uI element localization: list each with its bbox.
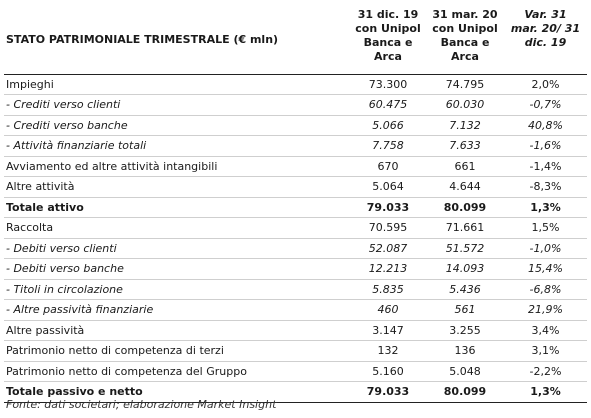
row-label: - Crediti verso banche [4, 115, 350, 136]
row-label: Altre passività [4, 320, 350, 341]
value-variation: 21,9% [504, 299, 587, 321]
value-dec19: 52.087 [350, 238, 426, 259]
table-row: - Attività finanziarie totali 7.758 7.633-… [4, 135, 587, 157]
value-mar20: 14.093 [426, 258, 504, 280]
value-variation: -6,8% [504, 279, 587, 300]
value-variation: 15,4% [504, 258, 587, 280]
table-row: - Crediti verso clienti 60.475 60.030 -0,7% [4, 94, 587, 116]
value-mar20: 3.255 [426, 320, 504, 341]
row-label: - Altre passività finanziarie [4, 299, 350, 321]
row-label: - Titoli in circolazione [4, 279, 350, 300]
value-mar20: 60.030 [426, 94, 504, 116]
value-variation: -1,6% [504, 135, 587, 157]
value-dec19: 5.066 [350, 115, 426, 136]
header-line: Var. 31 [524, 8, 567, 21]
value-mar20: 5.436 [426, 279, 504, 300]
value-mar20: 561 [426, 299, 504, 321]
value-variation: -1,4% [504, 156, 587, 177]
value-mar20: 71.661 [426, 217, 504, 239]
value-dec19: 5.064 [350, 176, 426, 198]
header-line: Banca e [363, 36, 413, 49]
value-mar20: 136 [426, 340, 504, 362]
value-dec19: 460 [350, 299, 426, 321]
value-dec19: 3.147 [350, 320, 426, 341]
source-note: Fonte: dati societari; elaborazione Mark… [6, 398, 277, 411]
header-line: Banca e [440, 36, 490, 49]
header-line: 31 mar. 20 [432, 8, 498, 21]
row-label: - Debiti verso banche [4, 258, 350, 280]
balance-sheet-container: STATO PATRIMONIALE TRIMESTRALE (€ mln) 3… [4, 4, 587, 403]
table-row: - Altre passività finanziarie 460 561 21,9% [4, 299, 587, 321]
value-variation: -1,0% [504, 238, 587, 259]
row-label: - Debiti verso clienti [4, 238, 350, 259]
value-mar20: 7.633 [426, 135, 504, 157]
column-header-variation: Var. 31 mar. 20/ 31 dic. 19 [504, 4, 587, 74]
value-variation: 40,8% [504, 115, 587, 136]
header-line: Arca [451, 50, 479, 63]
table-header-row: STATO PATRIMONIALE TRIMESTRALE (€ mln) 3… [4, 4, 587, 74]
value-dec19: 60.475 [350, 94, 426, 116]
table-row: - Crediti verso banche 5.066 7.132 40,8% [4, 115, 587, 136]
value-dec19: 70.595 [350, 217, 426, 239]
value-variation: -2,2% [504, 361, 587, 382]
value-mar20: 51.572 [426, 238, 504, 259]
column-header-dec19: 31 dic. 19 con Unipol Banca e Arca [350, 4, 426, 74]
value-variation: 1,5% [504, 217, 587, 239]
row-label: Avviamento ed altre attività intangibili [4, 156, 350, 177]
value-variation: 3,1% [504, 340, 587, 362]
header-line: con Unipol [355, 22, 421, 35]
balance-sheet-table: STATO PATRIMONIALE TRIMESTRALE (€ mln) 3… [4, 4, 587, 403]
value-variation: 3,4% [504, 320, 587, 341]
value-dec19: 132 [350, 340, 426, 362]
row-label: Totale attivo [4, 197, 350, 218]
row-label: Raccolta [4, 217, 350, 239]
value-variation: -8,3% [504, 176, 587, 198]
table-row: Altre attività 5.064 4.644 -8,3% [4, 176, 587, 198]
table-row: Patrimonio netto di competenza del Grupp… [4, 361, 587, 382]
table-row: Patrimonio netto di competenza di terzi 1… [4, 340, 587, 362]
value-dec19: 73.300 [350, 74, 426, 95]
value-variation: 2,0% [504, 74, 587, 95]
table-row: Raccolta 70.595 71.661 1,5% [4, 217, 587, 239]
value-variation: 1,3% [504, 381, 587, 403]
value-dec19: 12.213 [350, 258, 426, 280]
value-variation: -0,7% [504, 94, 587, 116]
header-line: mar. 20/ 31 [510, 22, 581, 35]
row-label: Patrimonio netto di competenza del Grupp… [4, 361, 350, 382]
header-line: dic. 19 [524, 36, 567, 49]
table-row: Impieghi 73.300 74.795 2,0% [4, 74, 587, 95]
value-dec19: 79.033 [350, 381, 426, 403]
value-dec19: 7.758 [350, 135, 426, 157]
table-title: STATO PATRIMONIALE TRIMESTRALE (€ mln) [6, 32, 279, 46]
header-line: Arca [374, 50, 402, 63]
value-dec19: 670 [350, 156, 426, 177]
row-label: Impieghi [4, 74, 350, 95]
column-header-mar20: 31 mar. 20 con Unipol Banca e Arca [426, 4, 504, 74]
table-row: - Titoli in circolazione 5.835 5.436 -6,8% [4, 279, 587, 300]
row-label: - Crediti verso clienti [4, 94, 350, 116]
value-dec19: 5.835 [350, 279, 426, 300]
value-mar20: 74.795 [426, 74, 504, 95]
table-row: Avviamento ed altre attività intangibili… [4, 156, 587, 177]
value-variation: 1,3% [504, 197, 587, 218]
table-row: Altre passività 3.147 3.255 3,4% [4, 320, 587, 341]
value-mar20: 7.132 [426, 115, 504, 136]
row-label: Totale passivo e netto [4, 381, 350, 403]
row-label: Patrimonio netto di competenza di terzi [4, 340, 350, 362]
value-mar20: 80.099 [426, 197, 504, 218]
value-mar20: 5.048 [426, 361, 504, 382]
row-label: Altre attività [4, 176, 350, 198]
value-dec19: 79.033 [350, 197, 426, 218]
value-mar20: 4.644 [426, 176, 504, 198]
total-row: Totale passivo e netto 79.033 80.099 1,3% [4, 381, 587, 403]
header-line: 31 dic. 19 [357, 8, 419, 21]
value-mar20: 80.099 [426, 381, 504, 403]
total-row: Totale attivo 79.033 80.099 1,3% [4, 197, 587, 218]
value-dec19: 5.160 [350, 361, 426, 382]
table-row: - Debiti verso banche 12.213 14.093 15,4% [4, 258, 587, 280]
row-label: - Attività finanziarie totali [4, 135, 350, 157]
value-mar20: 661 [426, 156, 504, 177]
table-row: - Debiti verso clienti 52.087 51.572 -1,0% [4, 238, 587, 259]
header-line: con Unipol [432, 22, 498, 35]
